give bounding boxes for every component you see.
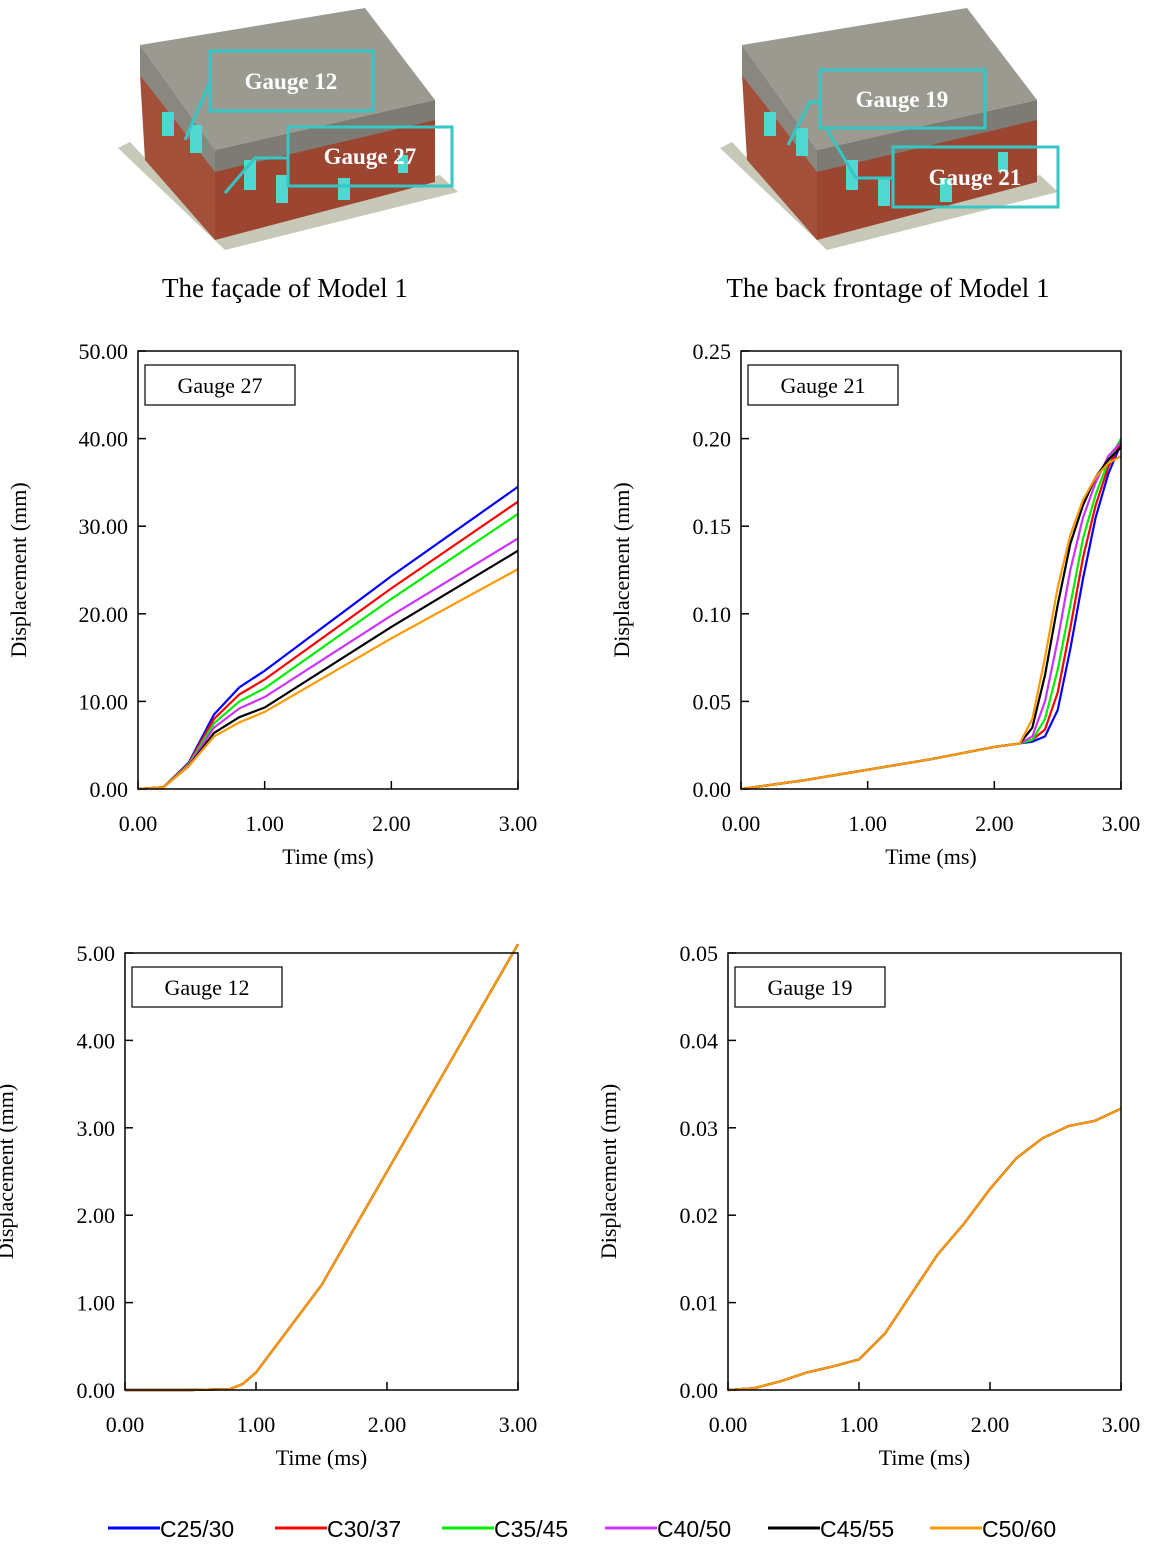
plot-frame <box>137 350 519 790</box>
series-line <box>125 943 519 1392</box>
x-tick-label: 0.00 <box>119 811 158 836</box>
title-box <box>131 966 283 1008</box>
series-line <box>740 443 1123 791</box>
legend-label: C50/60 <box>982 1516 1056 1542</box>
series-line <box>727 1107 1122 1392</box>
legend-label: C30/37 <box>327 1516 401 1542</box>
y-tick-label: 0.02 <box>680 1203 719 1228</box>
x-tick-label: 0.00 <box>709 1412 748 1437</box>
y-axis-label: Displacement (mm) <box>6 482 31 657</box>
series-line <box>727 1107 1122 1392</box>
x-tick-label: 0.00 <box>722 811 761 836</box>
series-line <box>125 943 519 1392</box>
series-line <box>740 446 1122 791</box>
y-axis-label: Displacement (mm) <box>596 1084 621 1259</box>
x-tick-label: 2.00 <box>372 811 411 836</box>
y-tick-label: 3.00 <box>77 1116 116 1141</box>
y-tick-label: 40.00 <box>79 427 129 452</box>
y-tick-label: 10.00 <box>79 689 129 714</box>
gauge-label: Gauge 27 <box>324 144 417 169</box>
x-tick-label: 3.00 <box>1102 811 1141 836</box>
building-model <box>118 8 458 250</box>
series-line <box>740 438 1122 791</box>
y-tick-label: 0.05 <box>693 689 732 714</box>
y-tick-label: 1.00 <box>77 1291 116 1316</box>
y-tick-label: 0.20 <box>693 427 732 452</box>
figure-caption: The façade of Model 1 <box>162 273 408 303</box>
series-line <box>125 943 519 1392</box>
series-line <box>740 455 1122 791</box>
x-tick-label: 1.00 <box>237 1412 276 1437</box>
x-tick-label: 2.00 <box>971 1412 1010 1437</box>
series-line <box>137 568 519 791</box>
x-tick-label: 2.00 <box>975 811 1014 836</box>
y-tick-label: 4.00 <box>77 1028 116 1053</box>
x-tick-label: 1.00 <box>848 811 887 836</box>
plot-frame <box>727 952 1122 1391</box>
y-tick-label: 0.25 <box>693 339 732 364</box>
x-axis-label: Time (ms) <box>885 844 976 869</box>
series-line <box>137 485 519 791</box>
chart-title: Gauge 21 <box>781 373 866 398</box>
series-line <box>125 943 519 1392</box>
y-tick-label: 0.00 <box>680 1378 719 1403</box>
y-tick-label: 5.00 <box>77 941 116 966</box>
legend-label: C45/55 <box>820 1516 894 1542</box>
y-tick-label: 0.10 <box>693 602 732 627</box>
x-tick-label: 3.00 <box>499 811 538 836</box>
series-line <box>727 1107 1122 1392</box>
series-line <box>125 943 519 1392</box>
plot-frame <box>740 350 1122 790</box>
y-tick-label: 0.03 <box>680 1116 719 1141</box>
figure-caption: The back frontage of Model 1 <box>726 273 1049 303</box>
title-box <box>144 364 296 406</box>
series-line <box>740 441 1122 791</box>
series-line <box>727 1107 1122 1392</box>
y-tick-label: 2.00 <box>77 1203 116 1228</box>
series-line <box>727 1107 1122 1392</box>
x-tick-label: 0.00 <box>106 1412 145 1437</box>
y-tick-label: 30.00 <box>79 514 129 539</box>
title-box <box>747 364 899 406</box>
chart-title: Gauge 19 <box>768 975 853 1000</box>
series-line <box>125 943 519 1392</box>
y-tick-label: 0.00 <box>693 777 732 802</box>
y-tick-label: 0.00 <box>90 777 129 802</box>
y-tick-label: 0.01 <box>680 1291 719 1316</box>
y-tick-label: 0.04 <box>680 1028 719 1053</box>
series-line <box>727 1107 1122 1392</box>
series-line <box>137 513 519 791</box>
building-model <box>720 8 1060 250</box>
gauge-label: Gauge 12 <box>245 69 338 94</box>
gauge-label: Gauge 19 <box>856 87 949 112</box>
y-tick-label: 0.15 <box>693 514 732 539</box>
legend-label: C25/30 <box>160 1516 234 1542</box>
x-tick-label: 1.00 <box>245 811 284 836</box>
gauge-label: Gauge 21 <box>929 165 1022 190</box>
x-tick-label: 2.00 <box>368 1412 407 1437</box>
y-tick-label: 50.00 <box>79 339 129 364</box>
y-axis-label: Displacement (mm) <box>609 482 634 657</box>
legend-label: C40/50 <box>657 1516 731 1542</box>
plot-frame <box>124 952 519 1391</box>
y-tick-label: 0.05 <box>680 941 719 966</box>
x-axis-label: Time (ms) <box>879 1445 970 1470</box>
title-box <box>734 966 886 1008</box>
legend-label: C35/45 <box>494 1516 568 1542</box>
y-tick-label: 20.00 <box>79 602 129 627</box>
x-tick-label: 3.00 <box>499 1412 538 1437</box>
y-axis-label: Displacement (mm) <box>0 1084 18 1259</box>
x-tick-label: 3.00 <box>1102 1412 1141 1437</box>
x-axis-label: Time (ms) <box>282 844 373 869</box>
chart-title: Gauge 27 <box>178 373 263 398</box>
x-axis-label: Time (ms) <box>276 1445 367 1470</box>
chart-title: Gauge 12 <box>165 975 250 1000</box>
y-tick-label: 0.00 <box>77 1378 116 1403</box>
x-tick-label: 1.00 <box>840 1412 879 1437</box>
series-line <box>740 441 1122 791</box>
series-line <box>137 500 519 791</box>
